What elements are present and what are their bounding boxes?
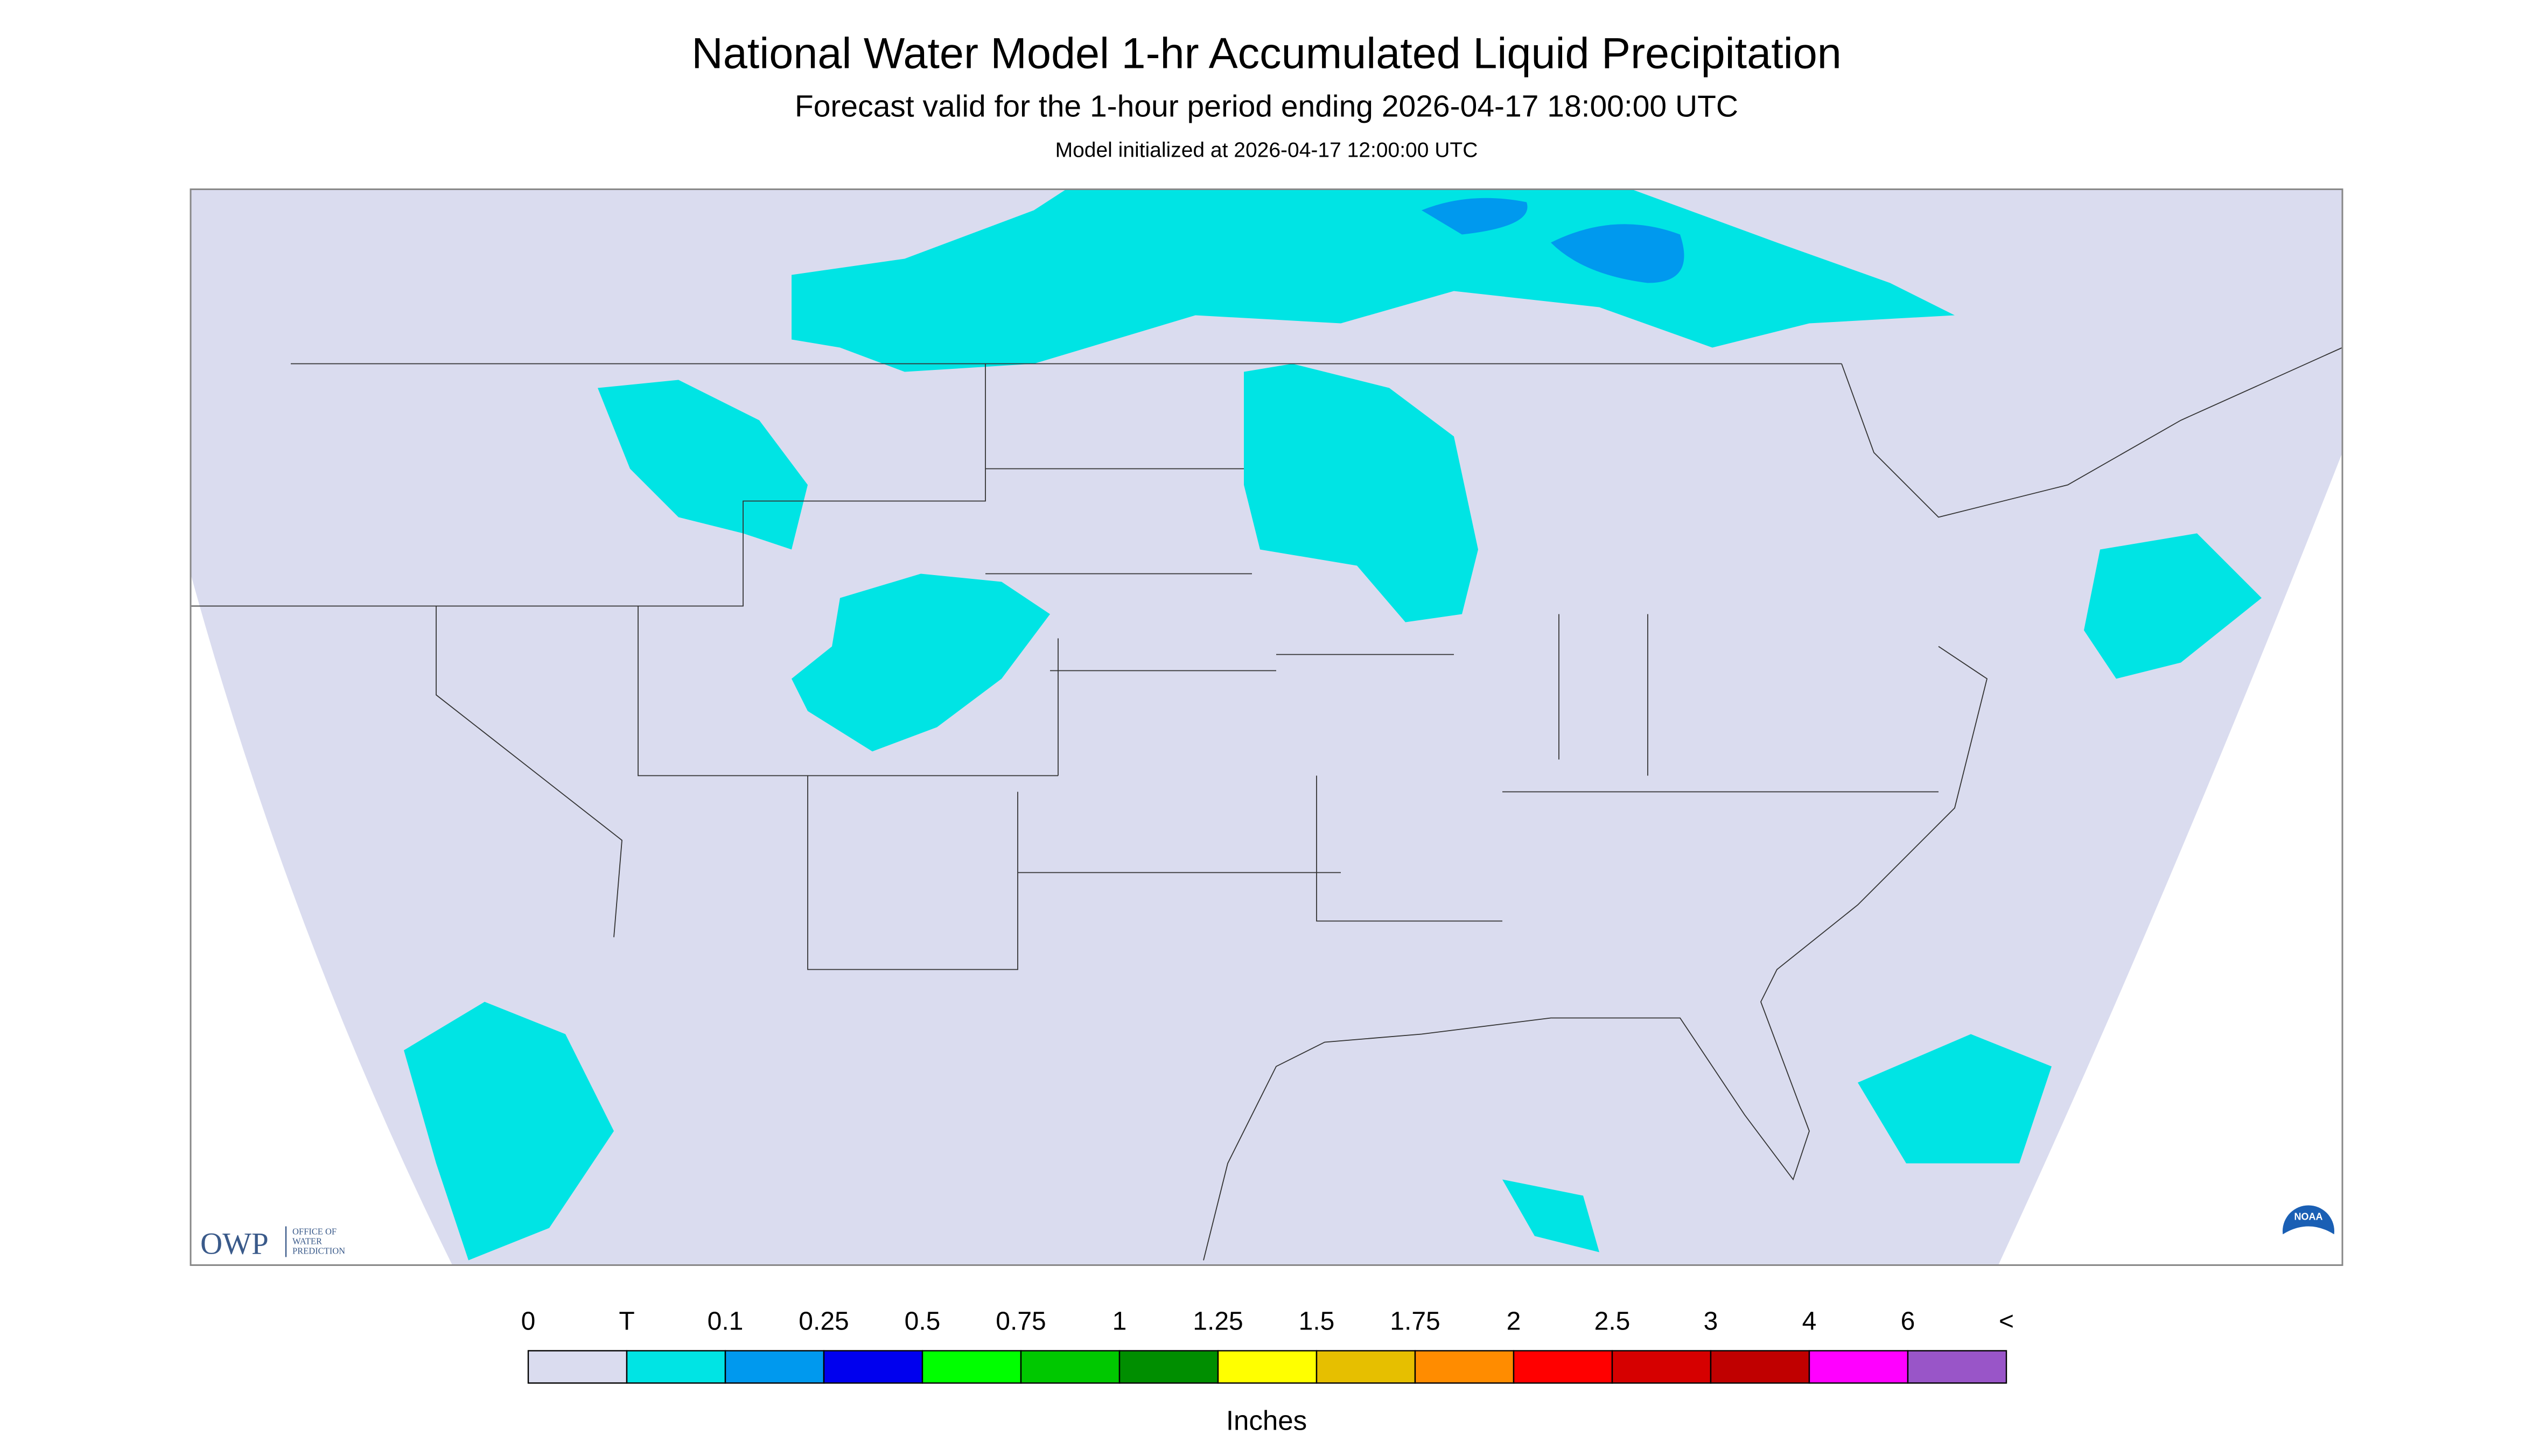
colorbar-label: < <box>1999 1307 2014 1336</box>
precip-area <box>792 573 1050 752</box>
colorbar-label: 0.25 <box>799 1307 849 1336</box>
colorbar-swatch <box>527 1350 628 1384</box>
colorbar-swatch <box>823 1350 923 1384</box>
state-lines <box>191 363 1939 970</box>
canada-border <box>1841 347 2343 518</box>
owp-name: OFFICE OF <box>292 1227 337 1237</box>
precip-area <box>1244 363 1478 622</box>
colorbar-unit: Inches <box>1226 1405 1307 1436</box>
boundaries <box>191 347 2343 1261</box>
colorbar-swatch <box>1907 1350 2007 1384</box>
precipitation <box>404 189 2262 1261</box>
noaa-logo: NOAA <box>2283 1205 2334 1261</box>
colorbar-label: 6 <box>1901 1307 1915 1336</box>
precip-area <box>2084 533 2262 679</box>
map: OWP OFFICE OF WATER PREDICTION NOAA <box>190 188 2343 1266</box>
colorbar-label: 3 <box>1704 1307 1718 1336</box>
precip-area <box>1858 1034 2052 1164</box>
owp-logo-text: OWP <box>200 1227 269 1261</box>
precip-area <box>1551 224 1684 283</box>
colorbar-swatch <box>1513 1350 1613 1384</box>
colorbar-label: 2 <box>1507 1307 1521 1336</box>
colorbar-swatch <box>1118 1350 1219 1384</box>
colorbar-swatch <box>626 1350 726 1384</box>
noaa-text: NOAA <box>2294 1212 2323 1222</box>
precip-area <box>1422 198 1528 235</box>
colorbar-swatch <box>724 1350 825 1384</box>
init-time: Model initialized at 2026-04-17 12:00:00… <box>1055 139 1478 162</box>
precip-area <box>1502 1179 1599 1252</box>
colorbar-swatch <box>1414 1350 1515 1384</box>
colorbar-label: 0 <box>521 1307 536 1336</box>
map-frame <box>190 188 2343 1266</box>
precip-area <box>598 380 808 550</box>
noaa-wave <box>2283 1226 2334 1261</box>
colorbar-label: T <box>619 1307 634 1336</box>
colorbar-label: 4 <box>1802 1307 1817 1336</box>
colorbar-swatch <box>1710 1350 1810 1384</box>
colorbar-label: 1.25 <box>1193 1307 1243 1336</box>
coastline <box>1203 646 1988 1261</box>
owp-name: PREDICTION <box>292 1246 345 1256</box>
colorbar-label: 2.5 <box>1594 1307 1631 1336</box>
colorbar-swatch <box>1020 1350 1121 1384</box>
colorbar-swatch <box>1217 1350 1318 1384</box>
colorbar-swatch <box>1316 1350 1416 1384</box>
colorbar-label: 1 <box>1112 1307 1127 1336</box>
colorbar-label: 1.75 <box>1390 1307 1440 1336</box>
colorbar-swatch <box>921 1350 1022 1384</box>
owp-logo: OWP OFFICE OF WATER PREDICTION <box>200 1226 345 1261</box>
colorbar: 0 T 0.1 0.25 0.5 0.75 1 1.25 1.5 1.75 2 2.5 3 4 6 < <box>521 1307 2014 1384</box>
owp-name: WATER <box>292 1236 322 1247</box>
subtitle: Forecast valid for the 1-hour period end… <box>795 89 1738 124</box>
colorbar-label: 1.5 <box>1299 1307 1335 1336</box>
precip-area <box>404 1002 614 1261</box>
title: National Water Model 1-hr Accumulated Li… <box>691 30 1842 78</box>
colorbar-label: 0.1 <box>708 1307 744 1336</box>
colorbar-label: 0.5 <box>905 1307 941 1336</box>
colorbar-swatch <box>1808 1350 1909 1384</box>
colorbar-label: 0.75 <box>996 1307 1046 1336</box>
colorbar-swatch <box>1611 1350 1712 1384</box>
